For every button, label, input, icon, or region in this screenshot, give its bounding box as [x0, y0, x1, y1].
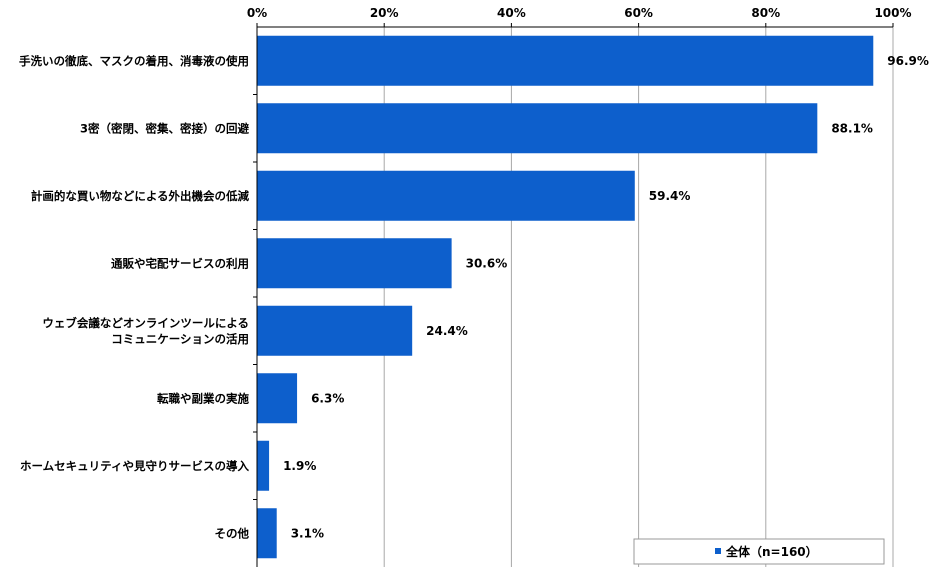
bar	[257, 170, 635, 221]
category-label: 転職や副業の実施	[157, 391, 249, 405]
x-tick-label: 40%	[497, 6, 526, 20]
bar	[257, 35, 874, 86]
legend: 全体（n=160）	[633, 538, 885, 565]
bar	[257, 508, 277, 559]
x-tick-label: 100%	[874, 6, 911, 20]
data-label: 59.4%	[649, 189, 691, 203]
data-label: 88.1%	[831, 121, 873, 135]
bar	[257, 103, 818, 154]
category-label: ウェブ会議などオンラインツールによるコミュニケーションの活用	[42, 316, 249, 346]
data-label: 30.6%	[466, 256, 508, 270]
data-label: 96.9%	[887, 54, 929, 68]
bar	[257, 440, 270, 491]
data-label: 6.3%	[311, 391, 344, 405]
category-label: 3密（密閉、密集、密接）の回避	[80, 121, 250, 135]
category-label: ホームセキュリティや見守りサービスの導入	[20, 459, 249, 473]
bar	[257, 238, 452, 289]
category-label: 手洗いの徹底、マスクの着用、消毒液の使用	[19, 54, 249, 68]
labels: 0% 20% 40% 60% 80% 100% 96.9% 手洗いの徹底、マスクの着用、消毒液…	[19, 6, 929, 540]
legend-box	[633, 538, 885, 565]
x-tick-label: 60%	[624, 6, 653, 20]
legend-swatch	[715, 548, 721, 554]
data-label: 1.9%	[283, 459, 316, 473]
x-tick-label: 80%	[751, 6, 780, 20]
bar	[257, 305, 413, 356]
axes	[253, 23, 894, 567]
category-label: その他	[215, 526, 250, 540]
legend-series-label: 全体（n=160）	[725, 544, 818, 559]
bar	[257, 373, 298, 424]
x-tick-label: 20%	[370, 6, 399, 20]
category-label: 計画的な買い物などによる外出機会の低減	[31, 189, 250, 203]
data-label: 24.4%	[426, 324, 468, 338]
data-label: 3.1%	[291, 526, 324, 540]
x-tick-label: 0%	[247, 6, 267, 20]
category-label: 通販や宅配サービスの利用	[111, 256, 249, 270]
bars	[257, 35, 874, 559]
